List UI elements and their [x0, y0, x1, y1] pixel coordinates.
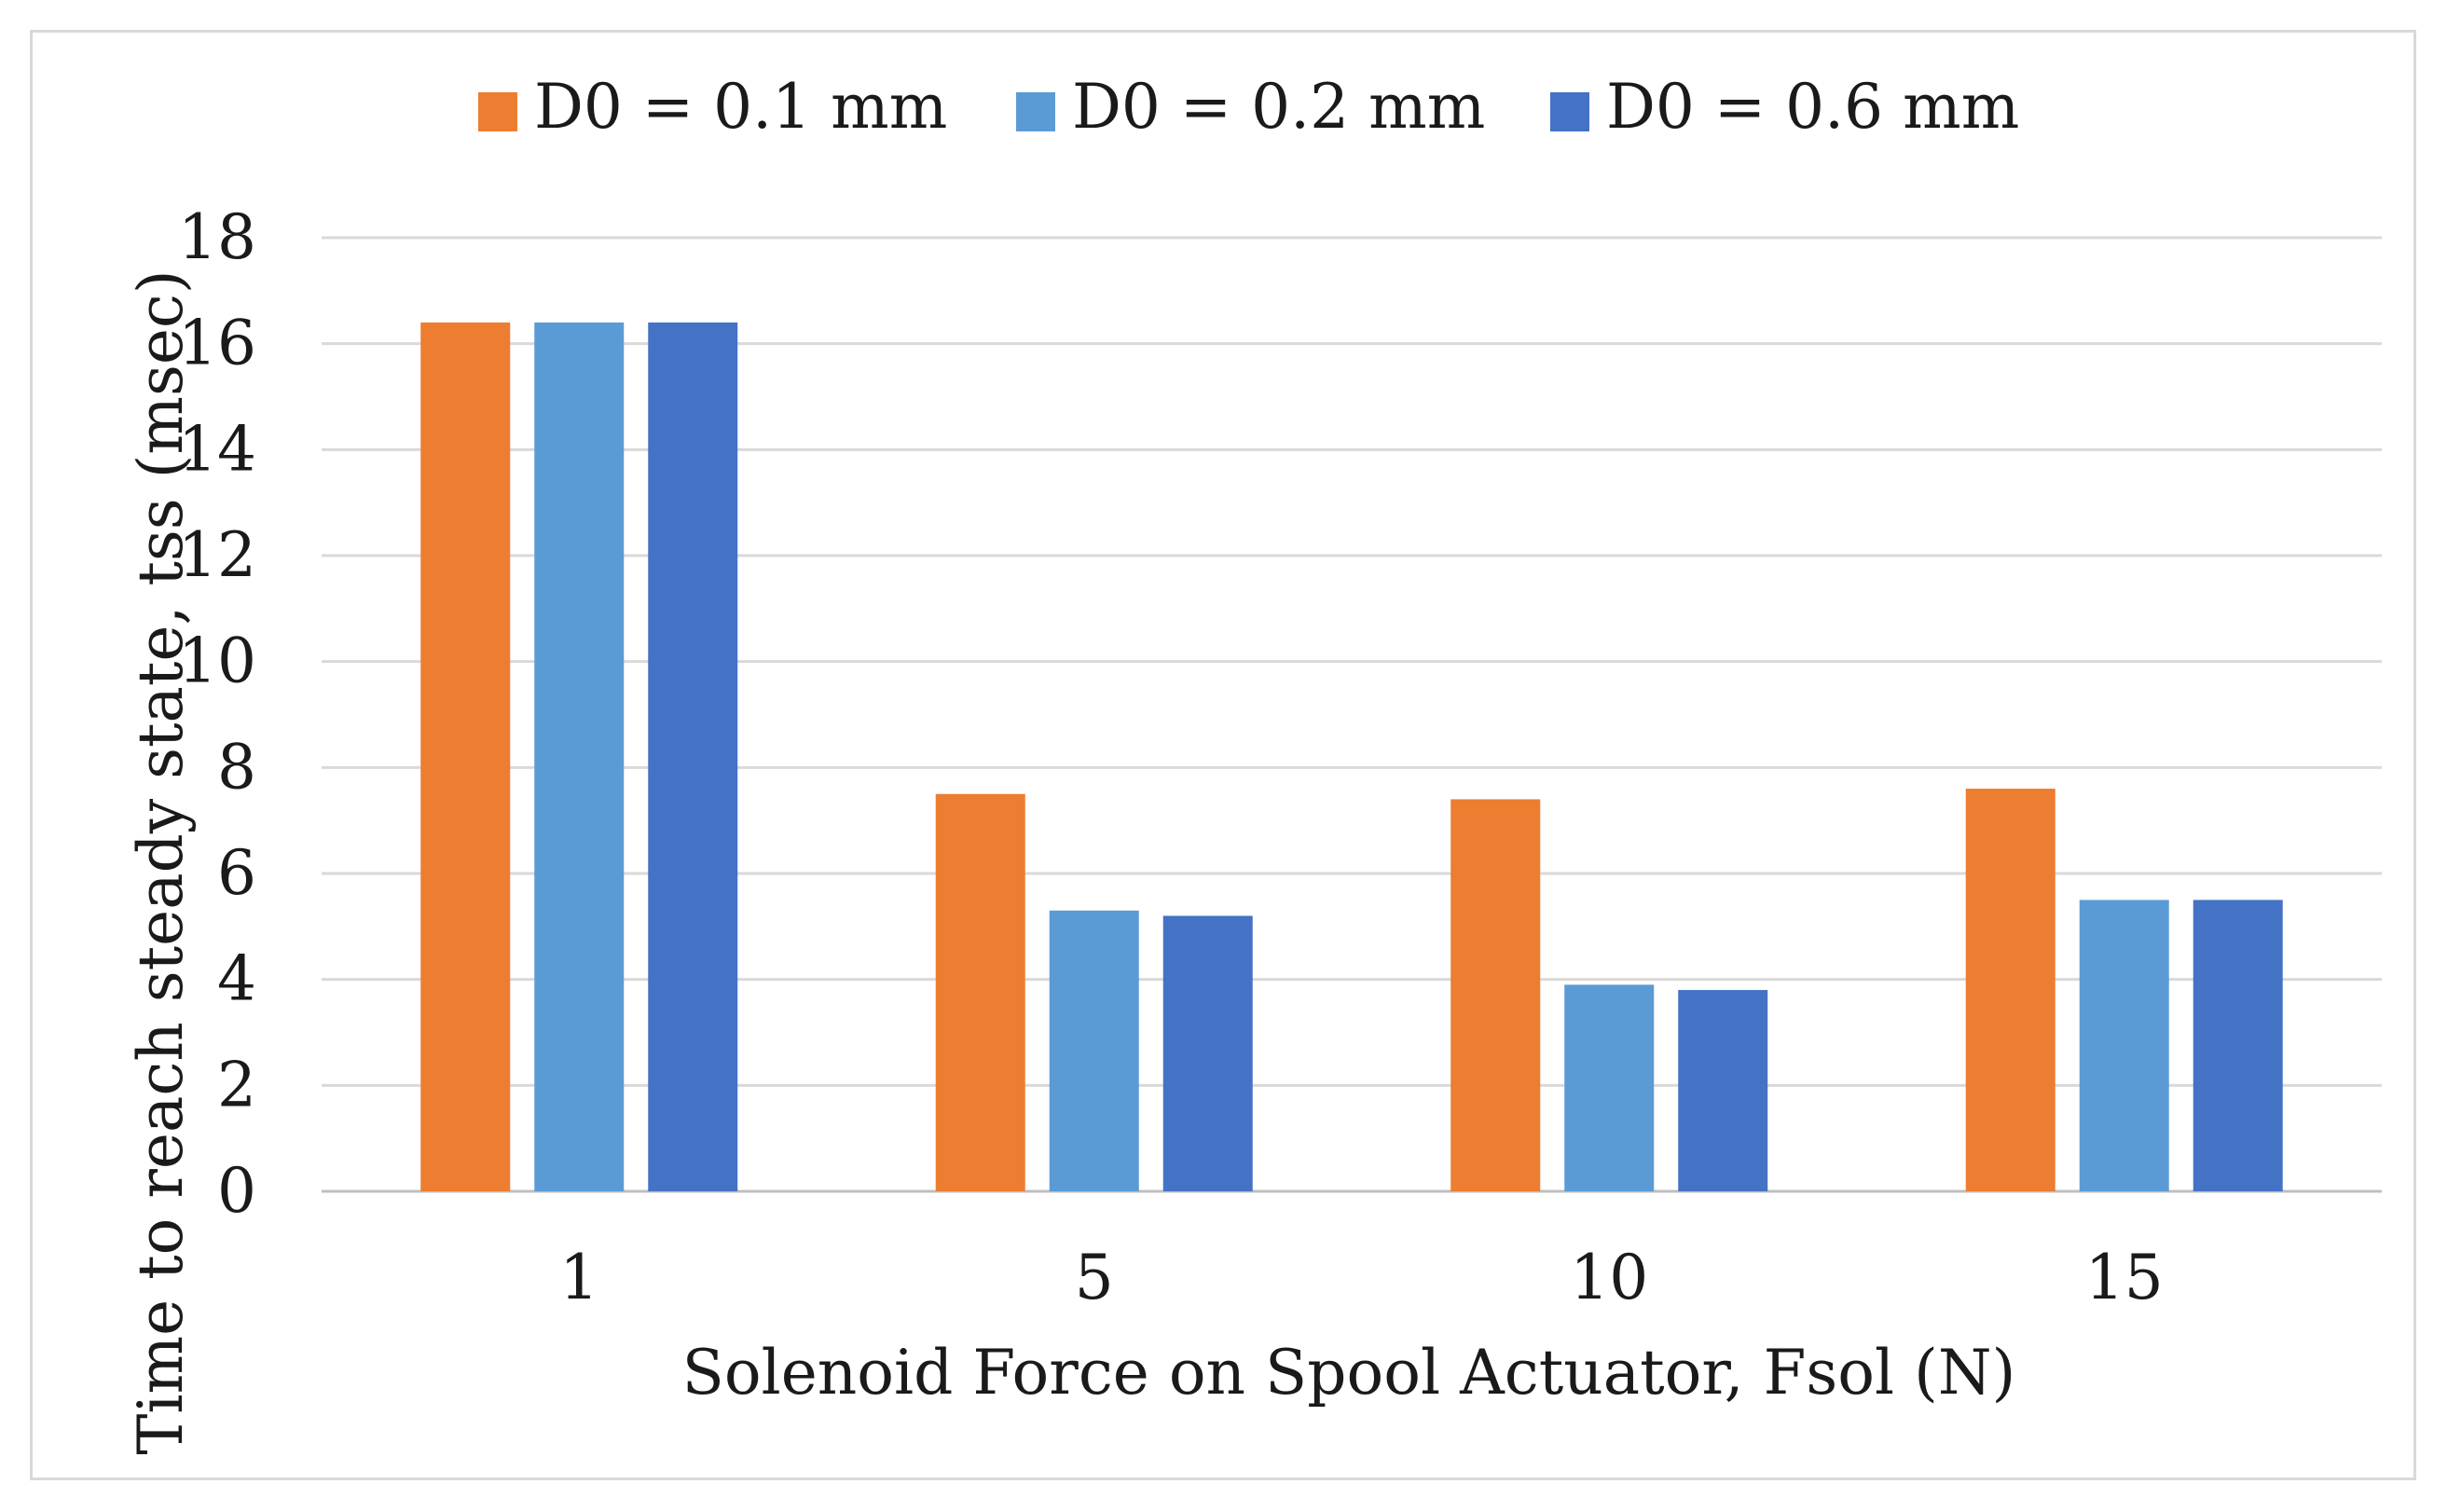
- y-tick-label: 8: [217, 731, 256, 803]
- y-tick-label: 2: [217, 1049, 256, 1120]
- bar: [1678, 990, 1768, 1191]
- y-tick-label: 14: [178, 413, 256, 485]
- bar: [1049, 910, 1139, 1191]
- y-tick-label: 0: [217, 1155, 256, 1227]
- legend: D0 = 0.1 mm D0 = 0.2 mm D0 = 0.6 mm: [478, 71, 2019, 143]
- legend-label: D0 = 0.1 mm: [534, 71, 947, 143]
- legend-label: D0 = 0.2 mm: [1072, 71, 1485, 143]
- bar: [935, 793, 1025, 1191]
- x-axis-title: Solenoid Force on Spool Actuator, Fsol (…: [682, 1337, 2016, 1409]
- legend-swatch: [1016, 92, 1055, 131]
- y-tick-label: 6: [217, 837, 256, 909]
- bar: [648, 322, 738, 1191]
- legend-label: D0 = 0.6 mm: [1606, 71, 2019, 143]
- bar: [1162, 915, 1253, 1191]
- bar: [2079, 900, 2169, 1191]
- x-tick-label: 15: [2085, 1242, 2164, 1313]
- y-tick-label: 18: [178, 201, 256, 273]
- bar: [420, 322, 511, 1191]
- bar: [1965, 789, 2055, 1191]
- chart-frame: 0 2 4 6 8 10 12 14 16 18 1 5 10 15 D0 = 0.1 mm D0 = 0.…: [30, 30, 2416, 1480]
- legend-swatch: [1550, 92, 1589, 131]
- bar: [1450, 799, 1541, 1191]
- bar: [2193, 900, 2283, 1191]
- x-tick-label: 5: [1075, 1242, 1114, 1313]
- y-tick-label: 12: [178, 519, 256, 591]
- gridlines: [322, 236, 2382, 1193]
- y-tick-label: 4: [217, 943, 256, 1015]
- y-tick-label: 10: [178, 625, 256, 697]
- bars: [420, 322, 2283, 1191]
- bar: [534, 322, 625, 1191]
- bar: [1564, 984, 1655, 1191]
- x-tick-label: 10: [1570, 1242, 1648, 1313]
- y-axis-title: Time to reach steady state, tss (msec): [125, 269, 197, 1454]
- x-tick-label: 1: [559, 1242, 598, 1313]
- legend-swatch: [478, 92, 517, 131]
- y-tick-label: 16: [178, 308, 256, 379]
